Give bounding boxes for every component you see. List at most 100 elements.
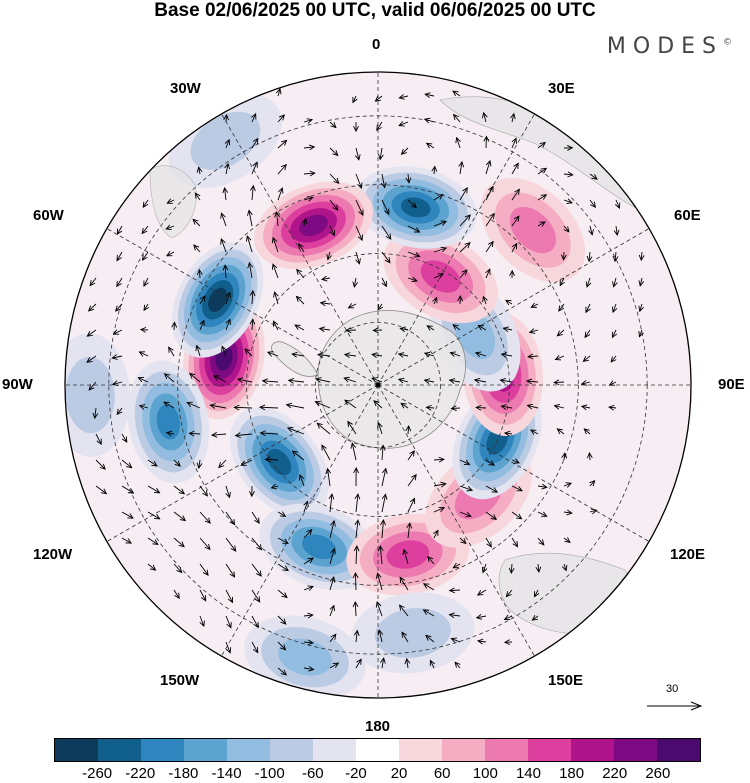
wind-vector [147,459,158,467]
wind-vector [502,326,513,333]
wind-vector [563,171,574,178]
lon-label-150w: 150W [160,672,200,689]
wind-vector [236,377,253,383]
meridian-line [377,384,535,657]
wind-vector [381,277,387,288]
wind-vector [291,450,305,461]
wind-vector [563,537,571,543]
wind-vector [354,519,361,539]
wind-vector [377,421,383,435]
wind-vector [423,351,435,358]
wind-vector [251,112,257,123]
wind-vector [251,511,260,524]
wind-vector [303,144,316,151]
colorbar-swatch [442,739,485,761]
wind-vector [558,303,565,312]
wind-vector [314,400,331,409]
wind-vector [560,251,567,261]
colorbar-tick-label: 60 [433,765,451,782]
wind-vector [355,173,363,190]
wind-vector [354,493,361,513]
wind-vector [525,378,539,385]
copyright-mark: © [723,37,732,48]
wind-vector [266,351,279,357]
brand-logo: MODES© [607,34,732,59]
wind-vector [477,324,487,331]
colorbar-swatch [313,739,356,761]
wind-vector [511,511,523,520]
wind-vector [329,633,337,643]
anomaly-contour [374,608,451,658]
wind-vector [381,467,388,487]
wind-vector [114,303,123,312]
wind-vector [433,529,439,539]
wind-vector [380,519,386,539]
wind-vector [88,381,97,391]
wind-vector [87,303,97,312]
wind-vector [448,587,461,594]
wind-vector [321,444,331,461]
wind-vector [247,261,254,279]
wind-vector [425,404,435,411]
meridian-line [377,228,650,386]
wind-vector [271,263,279,279]
wind-vector [400,402,409,409]
meridian-line [106,228,379,386]
wind-vector [485,459,496,466]
wind-vector [504,299,513,306]
wind-vector [249,289,256,305]
wind-vector [95,485,108,495]
wind-vector [329,147,339,157]
wind-vector [450,637,461,644]
wind-vector [483,135,490,149]
wind-vector [433,220,448,227]
wind-vector [381,225,392,240]
wind-vector [285,402,305,409]
wind-vector [353,121,359,133]
wind-vector [329,604,335,617]
wind-vector [275,87,282,97]
wind-vector [225,485,231,499]
wind-vector [141,251,149,261]
wind-vector [397,352,409,358]
wind-vector [224,162,230,175]
anomaly-contour [302,534,337,560]
wind-vector [350,442,357,461]
colorbar-tick-label: 260 [645,765,671,782]
wind-vector [401,631,409,643]
wind-vector [473,377,487,384]
wind-vector [225,537,237,552]
wind-vector [537,141,546,149]
wind-vector [329,519,336,539]
wind-vector [271,236,279,253]
colorbar-tick-label: -60 [301,765,324,782]
wind-vector [316,352,331,358]
lon-label-120w: 120W [33,546,73,563]
wind-vector [277,667,288,676]
wind-vector [355,199,364,217]
wind-vector [270,483,279,490]
wind-vector [173,485,186,495]
wind-vector [580,404,591,411]
wind-vector [511,458,521,464]
wind-vector [277,114,285,123]
wind-vector [372,327,383,334]
wind-vector [586,451,593,461]
lon-label-0: 0 [372,36,381,53]
wind-vector [303,585,314,591]
wind-vector [343,376,357,383]
wind-vector [264,456,279,463]
colorbar-swatch [141,739,184,761]
wind-vector [225,291,232,305]
wind-vector [485,485,499,493]
wind-vector [459,269,468,279]
wind-vector [485,159,492,175]
wind-vector [199,615,205,628]
wind-vector [316,422,331,435]
wind-vector [511,137,517,149]
wind-vector [398,121,409,127]
wind-vector [530,302,539,308]
colorbar-swatch [98,739,141,761]
wind-vector [199,485,208,497]
